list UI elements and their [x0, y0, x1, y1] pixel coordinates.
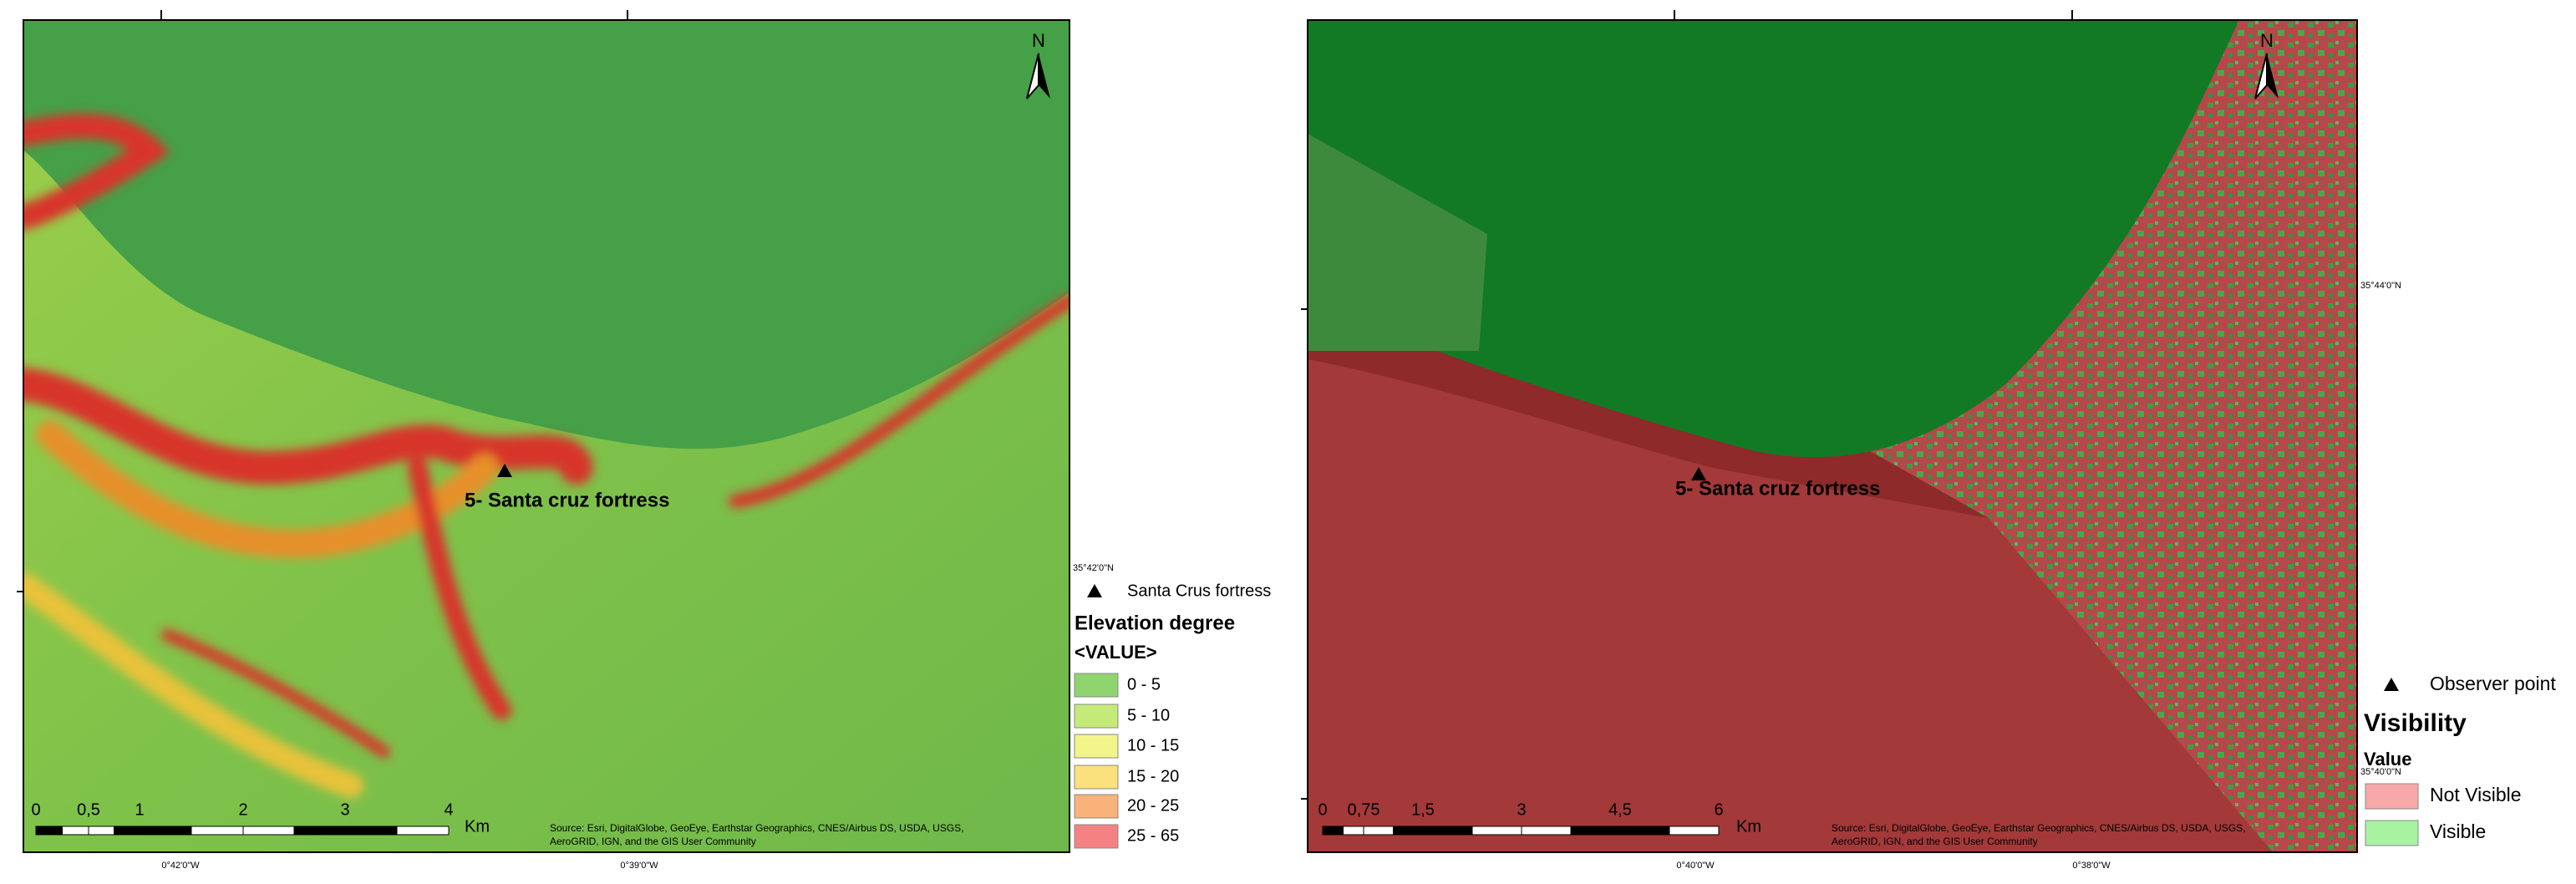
attribution: Source: Esri, DigitalGlobe, GeoEye, Eart…: [550, 822, 964, 834]
longitude-label: 0°38'0"W: [2072, 861, 2111, 871]
legend-label: Not Visible: [2430, 784, 2522, 805]
attribution: AeroGRID, IGN, and the GIS User Communit…: [1832, 836, 2038, 847]
scale-bar-segment: [35, 826, 63, 836]
legend-swatch: [1074, 765, 1119, 790]
north-label: N: [1032, 30, 1045, 51]
legend-title: Elevation degree: [1075, 612, 1235, 634]
scale-bar-segment: [1422, 826, 1473, 836]
scale-label: 0,5: [77, 800, 100, 819]
legend-swatch: [2365, 820, 2419, 846]
legend-point-label: Santa Crus fortress: [1127, 582, 1271, 600]
legend-title: Visibility: [2364, 709, 2467, 737]
north-arrow: [1026, 53, 1039, 99]
scale-bar-segment: [293, 826, 346, 836]
legend-label: 25 - 65: [1127, 826, 1179, 845]
legend-subtitle: <VALUE>: [1075, 642, 1157, 663]
scale-label: 0,75: [1348, 800, 1380, 819]
scale-bar-segment: [1521, 826, 1572, 836]
scale-bar-segment: [1619, 826, 1670, 836]
scale-bar-segment: [88, 826, 114, 836]
legend-label: Visible: [2430, 820, 2486, 842]
scale-label: 3: [340, 800, 349, 819]
longitude-label: 0°40'0"W: [1676, 861, 1715, 871]
scale-label: 3: [1517, 800, 1526, 819]
legend-label: 20 - 25: [1127, 796, 1179, 815]
legend-swatch: [1074, 794, 1119, 819]
scale-bar-segment: [62, 826, 89, 836]
scale-unit: Km: [1736, 817, 1761, 836]
scale-label: 1: [135, 800, 144, 819]
longitude-label: 0°39'0"W: [620, 861, 658, 871]
scale-bar-segment: [139, 826, 192, 836]
map-frame: [1307, 19, 2358, 853]
legend-label: 5 - 10: [1127, 706, 1170, 724]
scale-unit: Km: [465, 817, 490, 836]
scale-bar-segment: [191, 826, 244, 836]
legend-swatch: [1074, 704, 1119, 729]
scale-bar-segment: [1669, 826, 1720, 836]
legend-point-symbol: [2384, 678, 2399, 691]
scale-label: 0: [31, 800, 40, 819]
legend-label: 10 - 15: [1127, 736, 1179, 754]
map-frame: [23, 19, 1070, 853]
legend-label: 0 - 5: [1127, 675, 1161, 693]
north-arrow: [2267, 53, 2279, 99]
north-arrow: [1039, 53, 1050, 99]
north-label: N: [2260, 30, 2274, 51]
scale-label: 0: [1318, 800, 1327, 819]
scale-bar-segment: [1570, 826, 1621, 836]
scale-label: 1,5: [1411, 800, 1435, 819]
site-label: 5- Santa cruz fortress: [1675, 477, 1880, 500]
visibility-map: [1308, 20, 2357, 852]
latitude-label: 35°42'0"N: [1073, 563, 1114, 573]
legend-point-symbol: [1087, 584, 1102, 597]
latitude-label: 35°40'0"N: [2360, 767, 2401, 777]
legend-swatch: [2365, 783, 2419, 810]
scale-bar-segment: [114, 826, 140, 836]
legend-swatch: [1074, 673, 1119, 698]
scale-bar-segment: [1363, 826, 1394, 836]
scale-bar-segment: [1471, 826, 1522, 836]
legend-swatch: [1074, 734, 1119, 759]
attribution: Source: Esri, DigitalGlobe, GeoEye, Eart…: [1832, 822, 2246, 834]
north-arrow: [2254, 53, 2268, 99]
legend-point-label: Observer point: [2430, 673, 2556, 694]
scale-bar-segment: [1343, 826, 1364, 836]
site-marker: [1691, 467, 1706, 480]
scale-label: 4,5: [1608, 800, 1632, 819]
attribution: AeroGRID, IGN, and the GIS User Communit…: [550, 836, 756, 847]
legend-label: 15 - 20: [1127, 767, 1179, 785]
longitude-label: 0°42'0"W: [161, 861, 200, 871]
scale-label: 6: [1714, 800, 1723, 819]
site-marker: [497, 464, 512, 477]
scale-bar-segment: [1322, 826, 1344, 836]
legend-swatch: [1074, 824, 1119, 849]
latitude-label: 35°44'0"N: [2360, 281, 2401, 291]
scale-label: 4: [444, 800, 453, 819]
scale-bar-segment: [242, 826, 295, 836]
legend-subtitle: Value: [2364, 749, 2411, 770]
scale-bar-segment: [1393, 826, 1424, 836]
elevation-map: [23, 20, 1070, 852]
scale-bar-segment: [396, 826, 450, 836]
scale-bar-segment: [344, 826, 398, 836]
scale-label: 2: [238, 800, 247, 819]
site-label: 5- Santa cruz fortress: [465, 489, 669, 511]
